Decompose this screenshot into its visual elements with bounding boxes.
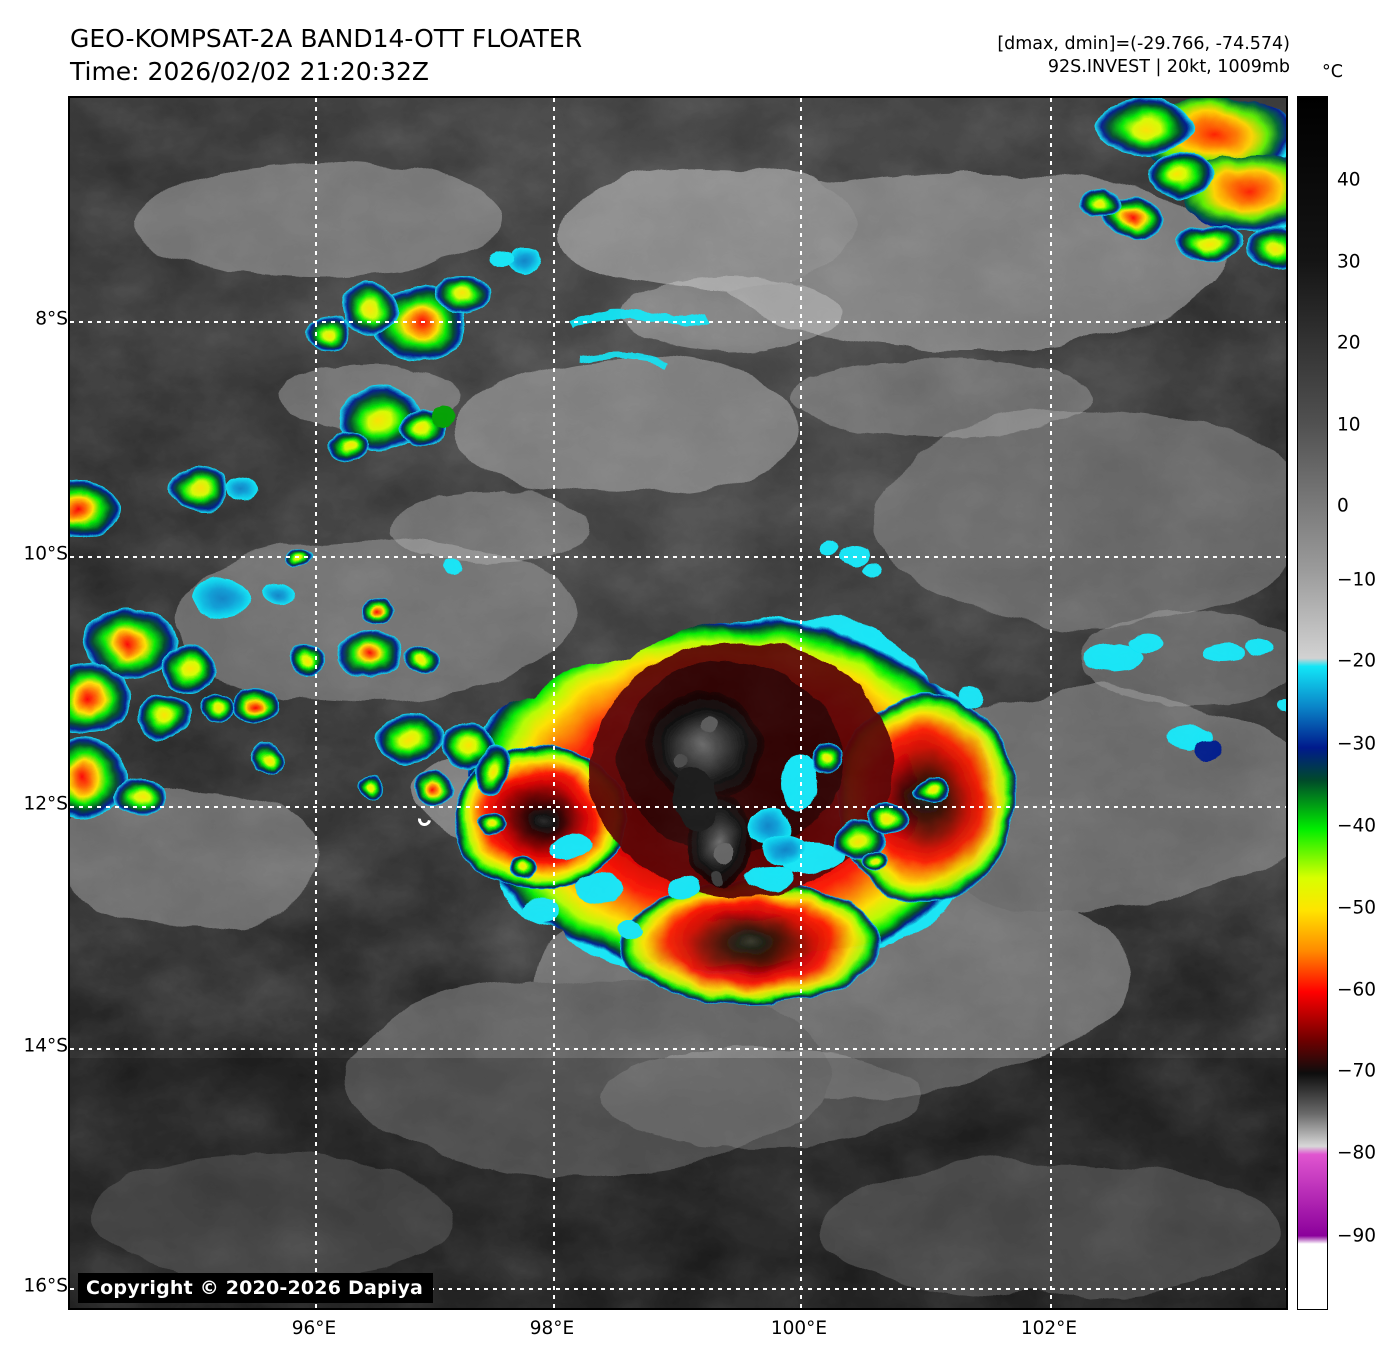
cbtick-20: 20	[1337, 332, 1361, 354]
cbtick-0: 0	[1337, 495, 1349, 517]
ytick-8S: 8°S	[35, 308, 68, 330]
cbtick-m40: −40	[1337, 815, 1377, 837]
product-title: GEO-KOMPSAT-2A BAND14-OTT FLOATER	[70, 24, 583, 53]
cbtick-30: 30	[1337, 251, 1361, 273]
page-title: GEO-KOMPSAT-2A BAND14-OTT FLOATER Time: …	[70, 22, 582, 88]
cbtick-m60: −60	[1337, 979, 1377, 1001]
ytick-12S: 12°S	[23, 793, 68, 815]
cbtick-m80: −80	[1337, 1142, 1377, 1164]
xtick-100E: 100°E	[770, 1318, 828, 1339]
ytick-14S: 14°S	[23, 1035, 68, 1057]
ytick-10S: 10°S	[23, 543, 68, 565]
cbtick-m10: −10	[1337, 569, 1377, 591]
ytick-16S: 16°S	[23, 1275, 68, 1297]
cbtick-40: 40	[1337, 169, 1361, 191]
temperature-colorbar[interactable]	[1297, 96, 1328, 1310]
cbtick-m20: −20	[1337, 650, 1377, 672]
satellite-image-plot[interactable]: Copyright © 2020-2026 Dapiya	[68, 96, 1288, 1310]
cbtick-m90: −90	[1337, 1225, 1377, 1247]
header-metadata: [dmax, dmin]=(-29.766, -74.574) 92S.INVE…	[997, 33, 1290, 79]
storm-info-label: 92S.INVEST | 20kt, 1009mb	[1047, 57, 1290, 77]
cbtick-10: 10	[1337, 414, 1361, 436]
satellite-image-canvas: Copyright © 2020-2026 Dapiya	[70, 98, 1286, 1308]
cbtick-m30: −30	[1337, 733, 1377, 755]
copyright-banner: Copyright © 2020-2026 Dapiya	[78, 1273, 434, 1303]
xtick-102E: 102°E	[1020, 1318, 1078, 1339]
xtick-96E: 96°E	[291, 1318, 337, 1339]
data-minmax-label: [dmax, dmin]=(-29.766, -74.574)	[997, 34, 1290, 54]
cbtick-m50: −50	[1337, 897, 1377, 919]
colorbar-unit-label: °C	[1322, 62, 1343, 82]
cbtick-m70: −70	[1337, 1060, 1377, 1082]
xtick-98E: 98°E	[529, 1318, 575, 1339]
observation-time: Time: 2026/02/02 21:20:32Z	[70, 57, 429, 86]
colorbar-gradient	[1298, 97, 1327, 1309]
infrared-satellite-raster	[70, 98, 1286, 1308]
